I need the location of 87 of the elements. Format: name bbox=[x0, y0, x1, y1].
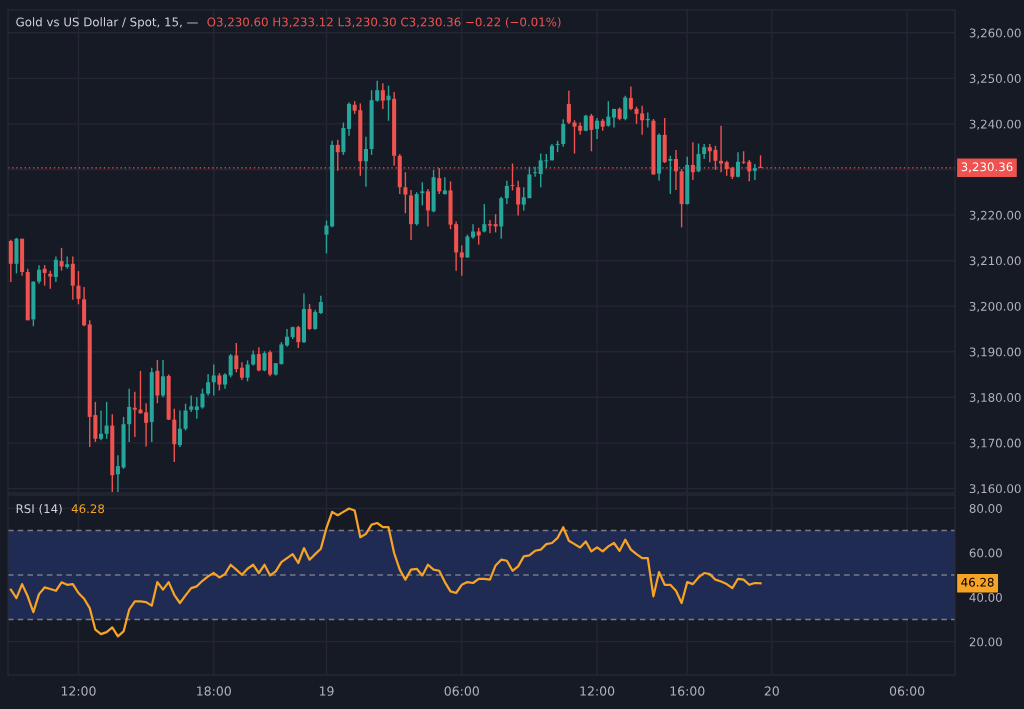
candlestick bbox=[177, 409, 182, 448]
candlestick bbox=[256, 346, 261, 373]
candlestick bbox=[8, 238, 13, 283]
candlestick bbox=[262, 350, 267, 373]
candlestick bbox=[719, 125, 724, 173]
text: O3,230.60 H3,233.12 L3,230.30 C3,230.36 −0.22 (−0.01%) bbox=[207, 17, 561, 28]
candlestick bbox=[363, 135, 368, 188]
y-tick-label: 3,250.00 bbox=[969, 74, 1021, 85]
candlestick bbox=[459, 244, 464, 277]
candlestick bbox=[228, 353, 233, 378]
candlestick bbox=[53, 255, 58, 283]
candlestick bbox=[561, 118, 566, 148]
candlestick bbox=[533, 166, 538, 178]
text: Gold vs US Dollar / Spot, 15, — bbox=[16, 17, 198, 29]
x-tick-label: 20 bbox=[764, 686, 779, 696]
candlestick bbox=[65, 255, 70, 270]
annotation: 46.28 bbox=[961, 577, 994, 587]
x-tick-label: 18:00 bbox=[197, 686, 231, 696]
candlestick bbox=[589, 113, 594, 152]
candlestick bbox=[425, 188, 430, 228]
y-tick-label: 40.00 bbox=[969, 592, 1002, 602]
x-tick-label: 12:00 bbox=[580, 686, 615, 696]
candlestick bbox=[504, 180, 509, 205]
candlestick bbox=[98, 409, 104, 441]
y-tick-label: 3,190.00 bbox=[969, 347, 1021, 358]
x-tick-label: 06:00 bbox=[889, 686, 925, 696]
candlestick bbox=[516, 180, 521, 217]
candlestick bbox=[566, 89, 571, 125]
candlestick bbox=[380, 82, 385, 110]
y-tick-label: 3,210.00 bbox=[969, 256, 1021, 267]
candlestick bbox=[132, 391, 137, 438]
y-tick-label: 60.00 bbox=[969, 548, 1002, 558]
y-tick-label: 80.00 bbox=[969, 504, 1002, 513]
candlestick bbox=[471, 223, 476, 240]
y-tick-label: 3,220.00 bbox=[969, 210, 1021, 221]
candlestick bbox=[465, 233, 470, 259]
candlestick bbox=[318, 295, 323, 315]
candlestick bbox=[696, 142, 701, 173]
candlestick bbox=[752, 163, 757, 181]
text: 46.28 bbox=[71, 504, 105, 514]
candlestick bbox=[735, 151, 741, 178]
y-tick-label: 3,160.00 bbox=[969, 484, 1021, 495]
candlestick bbox=[36, 264, 42, 285]
candlestick bbox=[234, 342, 239, 373]
candlestick bbox=[623, 94, 628, 121]
candlestick bbox=[104, 401, 109, 440]
candlestick bbox=[245, 359, 250, 383]
y-tick-label: 3,240.00 bbox=[969, 119, 1021, 130]
candlestick bbox=[307, 303, 312, 331]
candlestick bbox=[160, 359, 166, 399]
candlestick bbox=[487, 219, 492, 234]
candlestick bbox=[206, 373, 211, 397]
y-tick-label: 3,180.00 bbox=[969, 393, 1021, 404]
candlestick bbox=[690, 141, 695, 181]
y-tick-label: 3,200.00 bbox=[969, 301, 1021, 313]
candlestick bbox=[48, 269, 53, 290]
candlestick bbox=[482, 203, 487, 234]
candlestick bbox=[606, 100, 611, 128]
candlestick bbox=[183, 402, 188, 432]
candlestick bbox=[668, 155, 673, 195]
candlestick bbox=[386, 84, 391, 122]
x-tick-label: 19 bbox=[319, 686, 334, 696]
candlestick bbox=[403, 171, 408, 214]
candlestick bbox=[70, 255, 75, 301]
candlestick bbox=[313, 309, 318, 331]
candlestick bbox=[42, 264, 47, 287]
y-tick-label: 20.00 bbox=[969, 637, 1002, 647]
candlestick bbox=[211, 363, 216, 397]
text: RSI (14) bbox=[16, 504, 62, 515]
y-tick-label: 3,260.00 bbox=[969, 28, 1021, 39]
x-tick-label: 12:00 bbox=[61, 686, 96, 696]
candlestick bbox=[420, 181, 425, 207]
candlestick bbox=[324, 219, 329, 255]
candlestick bbox=[127, 387, 132, 443]
candlestick bbox=[268, 349, 273, 378]
x-tick-label: 06:00 bbox=[444, 686, 479, 696]
candlestick bbox=[442, 176, 447, 196]
ref-line-label: 3,230.36 bbox=[961, 162, 1013, 173]
x-tick-label: 16:00 bbox=[670, 686, 705, 696]
candlestick bbox=[76, 270, 81, 306]
candlestick bbox=[595, 117, 600, 140]
y-tick-label: 3,170.00 bbox=[969, 438, 1021, 449]
candlestick bbox=[296, 325, 301, 349]
candlestick bbox=[59, 247, 64, 272]
candlestick bbox=[115, 454, 120, 493]
candlestick bbox=[628, 85, 633, 111]
candlestick bbox=[144, 402, 149, 448]
